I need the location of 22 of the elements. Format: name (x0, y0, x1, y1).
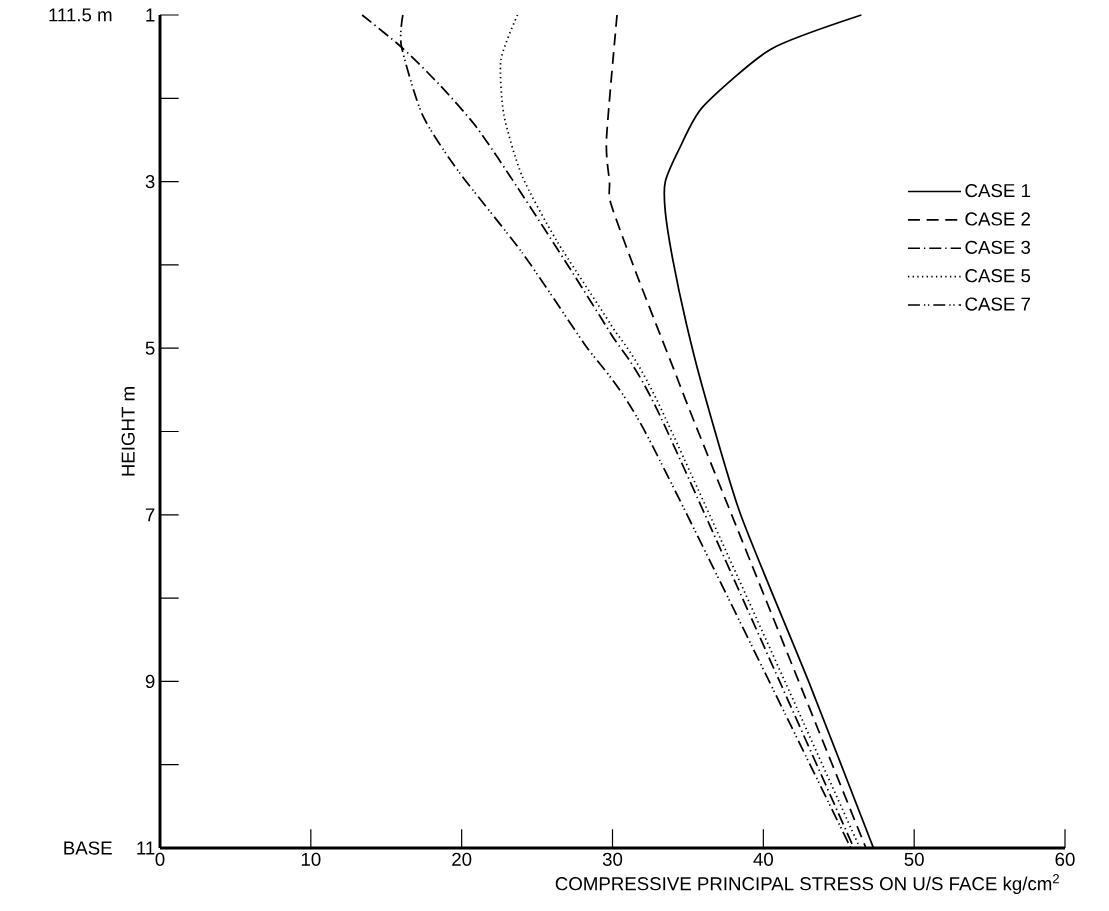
x-tick-label: 0 (155, 852, 165, 866)
y-tick-label: 5 (145, 341, 155, 355)
y-axis-title: HEIGHT m (121, 387, 135, 476)
x-axis-title: COMPRESSIVE PRINCIPAL STRESS ON U/S FACE kg/cm$^{2}$ (555, 874, 1059, 895)
text: BASE (64, 841, 112, 855)
legend-label: CASE 5 (965, 269, 1031, 283)
y-tick-label: 1 (146, 8, 155, 22)
legend-label: CASE 3 (965, 240, 1031, 254)
legend-label: CASE 1 (965, 183, 1030, 198)
legend-label: CASE 2 (965, 212, 1030, 226)
x-tick-label: 20 (452, 852, 472, 866)
x-tick-label: 10 (301, 852, 321, 866)
y-tick-label: 11 (137, 841, 155, 855)
x-tick-label: 30 (602, 852, 623, 866)
text: 111.5 m (49, 8, 112, 22)
x-tick-label: 50 (904, 852, 924, 866)
y-tick-label: 3 (145, 174, 155, 189)
legend-label: CASE 7 (965, 297, 1030, 311)
y-tick-label: 7 (145, 508, 155, 522)
y-tick-label: 9 (145, 674, 155, 689)
x-tick-label: 60 (1055, 852, 1075, 866)
x-tick-label: 40 (753, 852, 773, 866)
